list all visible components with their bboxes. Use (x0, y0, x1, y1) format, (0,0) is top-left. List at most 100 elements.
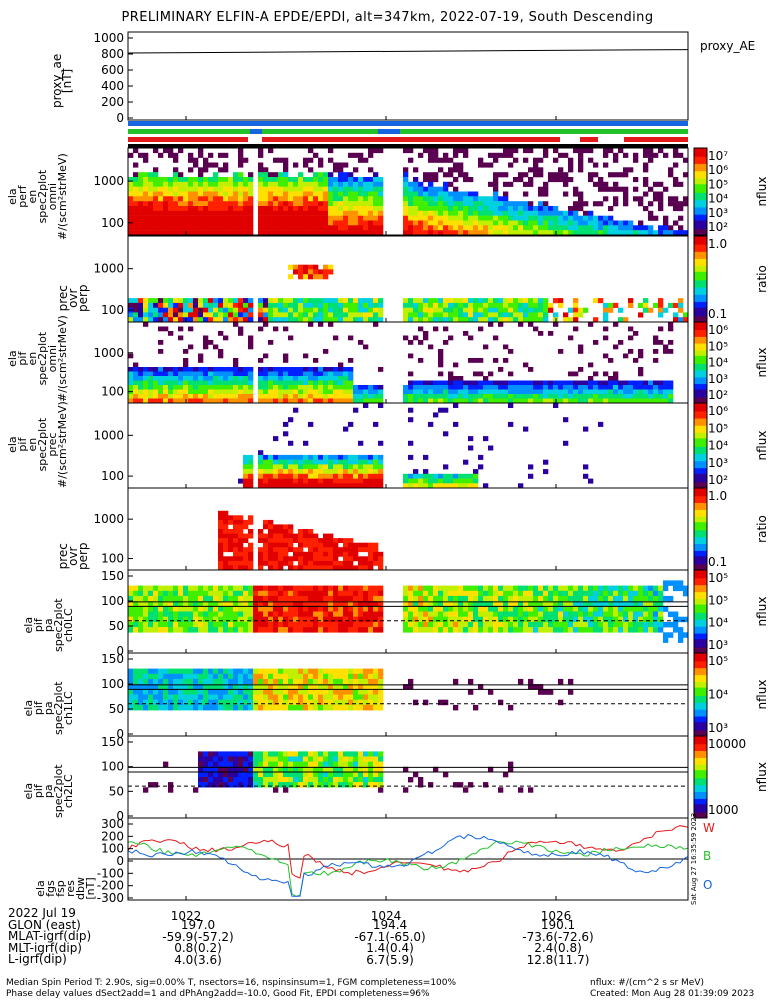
heatmap-cell (173, 157, 179, 163)
heatmap-cell (323, 621, 329, 628)
heatmap-cell (338, 751, 344, 757)
heatmap-cell (143, 621, 149, 628)
heatmap-cell (648, 621, 654, 628)
heatmap-cell (288, 454, 294, 460)
heatmap-cell (168, 621, 174, 628)
heatmap-cell (563, 215, 569, 221)
heatmap-cell (528, 148, 534, 154)
heatmap-cell (518, 177, 524, 183)
heatmap-cell (308, 689, 314, 695)
heatmap-cell (263, 616, 269, 623)
heatmap-cell (493, 302, 499, 308)
heatmap-cell (338, 181, 344, 187)
heatmap-cell (248, 689, 254, 695)
heatmap-cell (573, 616, 579, 623)
heatmap-cell (263, 307, 269, 313)
heatmap-cell (188, 673, 194, 680)
heatmap-cell (333, 220, 339, 226)
colorbar-cell (694, 166, 707, 169)
heatmap-cell (368, 225, 374, 231)
heatmap-cell (173, 177, 179, 183)
heatmap-cell (298, 551, 304, 557)
heatmap-cell (473, 358, 479, 363)
heatmap-cell (373, 694, 379, 700)
heatmap-cell (538, 627, 544, 633)
heatmap-cell (308, 181, 314, 187)
heatmap-cell (473, 210, 479, 216)
heatmap-cell (578, 215, 584, 221)
heatmap-cell (143, 172, 149, 178)
heatmap-cell (343, 585, 349, 592)
heatmap-cell (633, 611, 639, 617)
heatmap-cell (363, 464, 369, 470)
heatmap-cell (298, 678, 304, 685)
heatmap-cell (258, 761, 264, 767)
heatmap-cell (278, 371, 284, 377)
heatmap-cell (268, 694, 274, 700)
heatmap-cell (608, 590, 614, 597)
heatmap-cell (328, 394, 334, 399)
heatmap-cell (683, 312, 689, 318)
heatmap-cell (263, 201, 269, 207)
heatmap-cell (288, 371, 294, 377)
heatmap-cell (583, 389, 589, 395)
heatmap-cell (428, 298, 434, 304)
heatmap-cell (598, 627, 604, 633)
heatmap-cell (193, 317, 199, 323)
heatmap-cell (248, 699, 254, 706)
heatmap-cell (323, 478, 329, 484)
heatmap-cell (413, 201, 419, 207)
heatmap-cell (183, 210, 189, 216)
heatmap-cell (318, 761, 324, 767)
heatmap-cell (213, 761, 219, 767)
heatmap-cell (663, 215, 669, 221)
heatmap-cell (308, 196, 314, 202)
colorbar-cell (694, 153, 707, 156)
heatmap-cell (143, 380, 149, 386)
heatmap-cell (283, 469, 289, 475)
heatmap-cell (228, 394, 234, 399)
heatmap-cell (653, 181, 659, 187)
heatmap-cell (348, 358, 354, 363)
heatmap-cell (458, 167, 464, 173)
heatmap-cell (613, 181, 619, 187)
heatmap-cell (603, 181, 609, 187)
heatmap-cell (663, 152, 669, 158)
heatmap-cell (538, 191, 544, 197)
heatmap-cell (313, 380, 319, 386)
heatmap-cell (153, 317, 159, 323)
heatmap-cell (523, 225, 529, 231)
status-bar-black (128, 144, 688, 148)
heatmap-cell (418, 298, 424, 304)
heatmap-cell (258, 756, 264, 762)
heatmap-cell (278, 756, 284, 762)
heatmap-cell (358, 601, 364, 607)
heatmap-cell (293, 761, 299, 767)
heatmap-cell (578, 225, 584, 231)
heatmap-cell (508, 215, 514, 221)
heatmap-cell (363, 157, 369, 163)
heatmap-cell (223, 201, 229, 207)
heatmap-cell (423, 601, 429, 607)
heatmap-cell (598, 601, 604, 607)
heatmap-cell (423, 621, 429, 628)
heatmap-cell (603, 398, 609, 404)
heatmap-cell (173, 186, 179, 192)
heatmap-cell (538, 398, 544, 404)
heatmap-cell (303, 206, 309, 212)
heatmap-cell (613, 611, 619, 617)
heatmap-cell (353, 473, 359, 479)
heatmap-cell (343, 699, 349, 706)
heatmap-cell (528, 601, 534, 607)
heatmap-cell (678, 580, 684, 586)
heatmap-cell (373, 699, 379, 706)
heatmap-cell (578, 167, 584, 173)
heatmap-cell (283, 298, 289, 304)
heatmap-cell (508, 302, 514, 308)
heatmap-cell (253, 585, 259, 592)
heatmap-cell (433, 157, 439, 163)
heatmap-cell (328, 585, 334, 592)
heatmap-cell (293, 782, 299, 788)
heatmap-cell (573, 210, 579, 216)
heatmap-cell (228, 177, 234, 183)
